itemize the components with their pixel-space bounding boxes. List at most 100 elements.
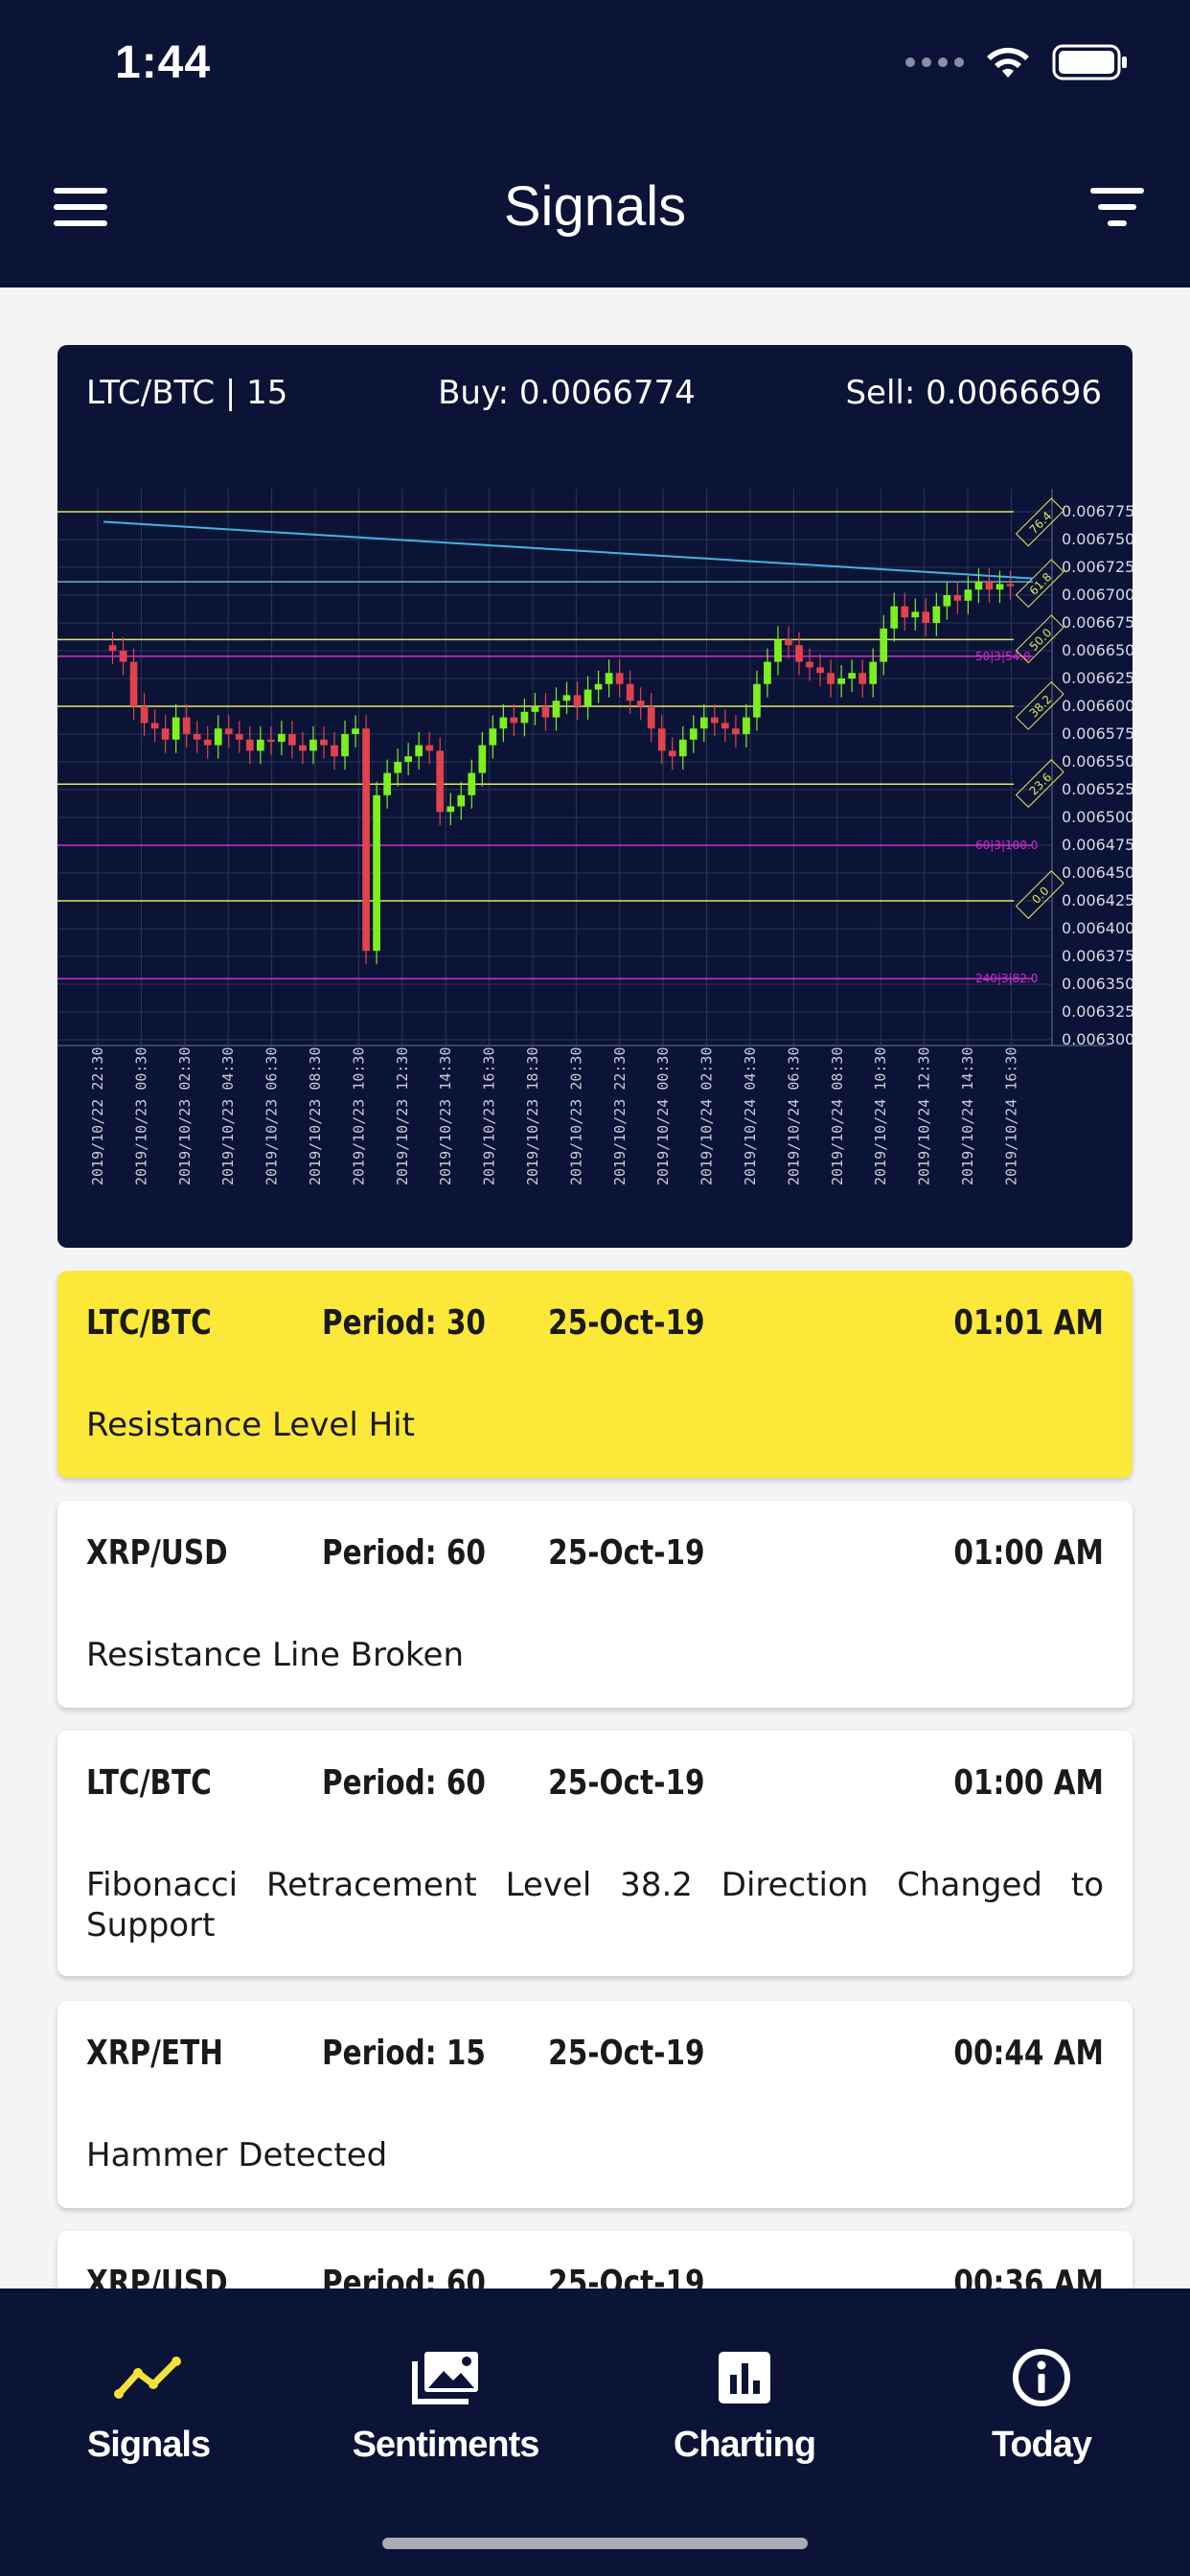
chart-buy-price: Buy: 0.0066774: [438, 374, 696, 412]
chart-card: LTC/BTC | 15 Buy: 0.0066774 Sell: 0.0066…: [57, 345, 1133, 1248]
signal-pair: XRP/USD: [86, 2264, 228, 2288]
x-tick-label: 2019/10/24 14:30: [959, 1047, 976, 1186]
candle-body: [478, 745, 487, 773]
home-indicator: [382, 2538, 808, 2549]
candle-body: [309, 739, 317, 751]
candle-body: [129, 661, 138, 706]
candle-body: [943, 595, 951, 607]
candle-body: [869, 661, 878, 684]
y-tick-label: 0.006700: [1062, 586, 1133, 604]
fibonacci-label-text: 50.0: [1027, 626, 1055, 654]
candle-body: [182, 717, 191, 734]
signal-pair: XRP/USD: [86, 1533, 228, 1573]
signal-card[interactable]: XRP/ETH Period: 15 25-Oct-19 00:44 AM Ha…: [57, 2001, 1133, 2208]
signal-card[interactable]: XRP/USD Period: 60 25-Oct-19 00:36 AM: [57, 2231, 1133, 2288]
status-icons: [905, 44, 1129, 80]
signals-list-area[interactable]: LTC/BTC | 15 Buy: 0.0066774 Sell: 0.0066…: [0, 288, 1190, 2288]
candle-body: [520, 711, 529, 724]
signal-card[interactable]: LTC/BTC Period: 60 25-Oct-19 01:00 AM Fi…: [57, 1731, 1133, 1976]
candle-body: [837, 678, 845, 684]
candle-body: [743, 717, 750, 734]
signal-period: Period: 60: [322, 2264, 486, 2288]
candle-body: [795, 645, 803, 662]
fibonacci-label: 0.0: [1015, 870, 1064, 919]
battery-icon: [1052, 44, 1127, 80]
tab-label: Charting: [673, 2425, 816, 2465]
candle-body: [985, 582, 994, 590]
y-tick-label: 0.006500: [1062, 808, 1133, 826]
bottom-tab-bar: Signals Sentiments Charting: [0, 2288, 1190, 2576]
wifi-icon: [987, 47, 1029, 78]
candle-body: [214, 728, 222, 746]
signal-date: 25-Oct-19: [548, 1763, 705, 1803]
candle-body: [150, 723, 159, 729]
signal-message: Fibonacci Retracement Level 38.2 Directi…: [86, 1866, 1104, 1944]
y-tick-label: 0.006350: [1062, 975, 1133, 993]
candle-body: [119, 651, 127, 662]
tab-signals[interactable]: Signals: [5, 2348, 292, 2466]
candle-body: [510, 717, 518, 724]
x-tick-label: 2019/10/23 00:30: [132, 1047, 149, 1186]
fibonacci-label-text: 61.8: [1027, 570, 1055, 598]
signal-time: 01:00 AM: [953, 1533, 1104, 1573]
signal-card[interactable]: XRP/USD Period: 60 25-Oct-19 01:00 AM Re…: [57, 1501, 1133, 1708]
candle-body: [626, 683, 634, 702]
candle-body: [552, 701, 561, 718]
signal-card[interactable]: LTC/BTC Period: 30 25-Oct-19 01:01 AM Re…: [57, 1271, 1133, 1478]
fibonacci-label-text: 23.6: [1027, 770, 1055, 798]
fibonacci-label: 61.8: [1015, 559, 1064, 609]
signal-message: Resistance Level Hit: [86, 1406, 415, 1444]
x-tick-label: 2019/10/23 02:30: [176, 1047, 194, 1186]
x-tick-label: 2019/10/23 22:30: [611, 1047, 629, 1186]
candle-body: [827, 673, 835, 684]
fibonacci-label-box: [1015, 680, 1064, 730]
signal-period: Period: 60: [322, 1533, 486, 1573]
candle-body: [562, 695, 571, 702]
tab-sentiments[interactable]: Sentiments: [302, 2348, 589, 2466]
signal-date: 25-Oct-19: [548, 1303, 705, 1343]
menu-icon[interactable]: [54, 188, 107, 226]
x-tick-label: 2019/10/23 06:30: [263, 1047, 281, 1186]
y-tick-label: 0.006400: [1062, 919, 1133, 937]
candle-body: [352, 728, 359, 734]
price-chart[interactable]: 2019/10/22 22:30 2019/10/23 00:30 2019/10/…: [57, 489, 1133, 1236]
candle-body: [468, 772, 476, 795]
candle-body: [172, 717, 180, 740]
candle-body: [964, 589, 973, 601]
chart-header: LTC/BTC | 15 Buy: 0.0066774 Sell: 0.0066…: [86, 374, 1102, 422]
y-tick-label: 0.006650: [1062, 641, 1133, 659]
candle-body: [710, 717, 719, 724]
fibonacci-label-box: [1015, 559, 1064, 609]
candle-body: [331, 745, 338, 757]
candle-body: [615, 673, 624, 684]
candle-body: [753, 683, 761, 718]
candle-body: [256, 739, 264, 751]
candle-body: [584, 689, 592, 706]
candle-body: [224, 728, 233, 734]
x-tick-label: 2019/10/23 14:30: [437, 1047, 454, 1186]
x-tick-label: 2019/10/24 10:30: [872, 1047, 889, 1186]
candle-body: [901, 606, 909, 618]
candle-body: [299, 745, 307, 751]
x-tick-label: 2019/10/23 04:30: [219, 1047, 237, 1186]
candle-body: [278, 734, 286, 743]
x-tick-label: 2019/10/24 02:30: [698, 1047, 716, 1186]
signal-date: 25-Oct-19: [548, 2034, 705, 2073]
tab-label: Signals: [86, 2425, 211, 2465]
fibonacci-label: 76.4: [1015, 497, 1064, 547]
candle-body: [499, 717, 508, 729]
signal-time: 01:01 AM: [953, 1303, 1104, 1343]
tab-today[interactable]: Today: [898, 2348, 1185, 2466]
candle-body: [911, 611, 920, 618]
candle-body: [774, 639, 782, 662]
y-tick-label: 0.006325: [1062, 1002, 1133, 1021]
tab-charting[interactable]: Charting: [601, 2348, 888, 2466]
x-tick-label: 2019/10/23 20:30: [567, 1047, 584, 1186]
filter-icon[interactable]: [1090, 188, 1144, 226]
candle-body: [605, 673, 613, 684]
y-tick-label: 0.006675: [1062, 613, 1133, 632]
signal-time: 00:44 AM: [953, 2034, 1104, 2073]
y-tick-label: 0.006475: [1062, 836, 1133, 854]
candle-body: [446, 806, 455, 813]
candle-body: [415, 745, 423, 757]
